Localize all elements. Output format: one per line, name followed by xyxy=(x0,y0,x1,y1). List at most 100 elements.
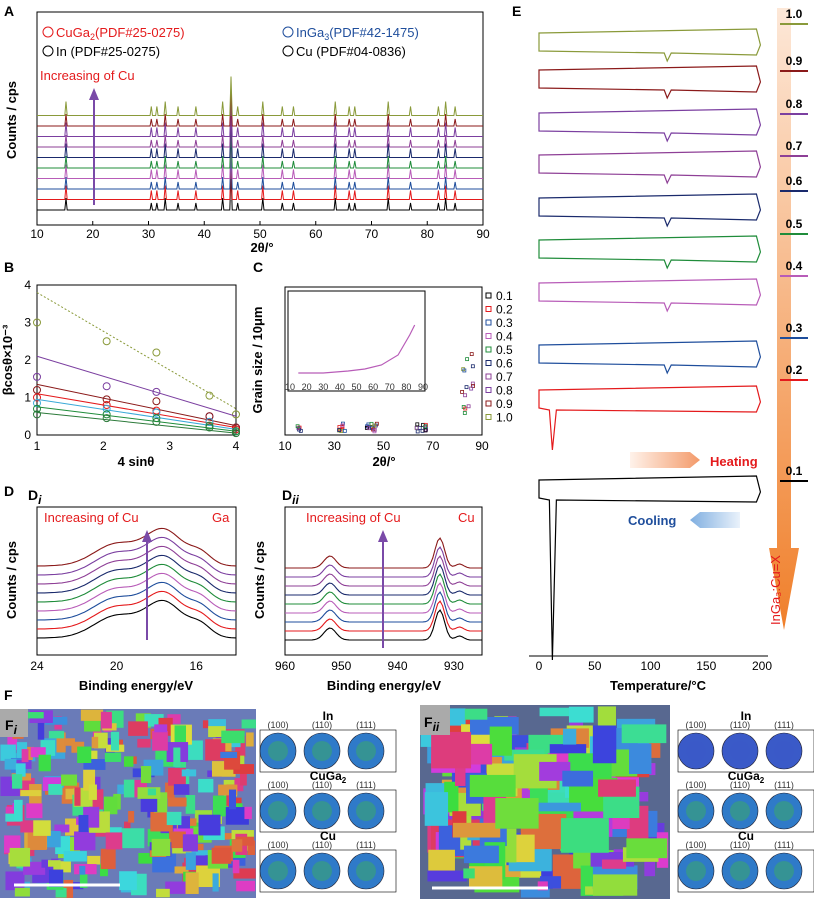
xps-ga-ylabel: Counts / cps xyxy=(4,541,19,619)
ebsd-grains-left xyxy=(0,709,256,898)
ebsd-grain xyxy=(165,881,189,894)
ratio-label: 0.1 xyxy=(786,464,803,478)
panel-d-label: D xyxy=(4,483,14,499)
wh-point xyxy=(102,410,111,419)
grain-point xyxy=(423,424,428,429)
ratio-label: 0.6 xyxy=(786,174,803,188)
grain-point xyxy=(466,404,471,409)
grain-inset-tick-label: 70 xyxy=(385,382,395,392)
dsc-tick-label: 150 xyxy=(696,659,716,673)
ebsd-grain xyxy=(154,724,168,733)
xrd-pattern xyxy=(37,118,483,158)
wh-point xyxy=(232,410,240,419)
wh-point xyxy=(205,417,214,426)
grain-inset-tick-label: 10 xyxy=(285,382,295,392)
pole-intensity xyxy=(730,861,750,881)
ebsd-grain xyxy=(88,784,97,800)
ebsd-grain xyxy=(427,870,467,882)
wh-fit-line xyxy=(36,412,237,434)
ebsd-grain xyxy=(13,799,23,822)
ebsd-grain xyxy=(83,769,96,791)
ebsd-grain xyxy=(60,861,71,873)
xrd-xlabel: 2θ/° xyxy=(250,240,273,255)
ebsd-grain xyxy=(83,759,106,770)
ebsd-grain xyxy=(152,853,177,873)
wh-point xyxy=(33,399,41,408)
ratio-label: 0.8 xyxy=(786,97,803,111)
ebsd-grain xyxy=(27,712,44,719)
ebsd-grain xyxy=(77,746,92,763)
grain-point xyxy=(414,425,419,430)
ebsd-grain xyxy=(91,736,99,749)
ebsd-grain xyxy=(221,730,245,744)
pole-header: (100) xyxy=(267,780,288,790)
xps-ga-xlabel: Binding energy/eV xyxy=(79,678,193,693)
wh-xlabel: 4 sinθ xyxy=(118,454,155,469)
xps-tick-label: 930 xyxy=(444,659,464,673)
dsc-xlabel: Temperature/°C xyxy=(610,678,707,693)
ebsd-grain xyxy=(649,738,661,758)
ratio-label: 0.9 xyxy=(786,54,803,68)
grain-point xyxy=(372,427,377,432)
wh-point xyxy=(102,404,111,413)
ebsd-grain xyxy=(121,828,145,849)
ebsd-grain xyxy=(55,887,67,898)
grain-legend-label: 0.2 xyxy=(496,303,513,317)
panel-a-label: A xyxy=(4,3,14,19)
grain-ticks: 10 30 50 70 90 10 20 30 40 50 60 70 80 90 xyxy=(278,382,489,453)
legend-in-marker xyxy=(42,45,54,57)
pole-header: (100) xyxy=(267,840,288,850)
ebsd-grain xyxy=(56,732,66,753)
xrd-tick-label: 70 xyxy=(365,227,379,241)
grain-legend-marker xyxy=(485,306,492,312)
xps-cu-ticks: 960 950 940 930 xyxy=(275,659,464,673)
grain-legend-label: 0.3 xyxy=(496,316,513,330)
grain-point xyxy=(469,386,474,391)
ebsd-grain xyxy=(185,740,203,760)
grain-xlabel: 2θ/° xyxy=(372,454,395,469)
pole-phase-label: In xyxy=(323,709,334,723)
ebsd-grain xyxy=(598,779,636,797)
xrd-tick-label: 40 xyxy=(198,227,212,241)
dsc-curve xyxy=(538,385,762,451)
ebsd-grain xyxy=(537,881,548,891)
ebsd-grain xyxy=(30,747,46,758)
xps-curve xyxy=(36,590,237,630)
cooling-arrow xyxy=(690,512,740,528)
grain-point xyxy=(463,393,468,398)
xrd-patterns xyxy=(37,76,483,211)
grain-xtick-label: 70 xyxy=(426,439,440,453)
ebsd-grain xyxy=(20,790,42,797)
legend-in: In (PDF#25-0275) xyxy=(56,44,160,59)
ebsd-grain xyxy=(592,874,638,896)
wh-point xyxy=(205,391,214,400)
pole-intensity xyxy=(312,741,332,761)
ratio-label: 0.3 xyxy=(786,321,803,335)
ebsd-grain xyxy=(140,797,158,812)
grain-point xyxy=(298,428,303,433)
xrd-pattern xyxy=(37,76,483,116)
grain-legend-marker xyxy=(485,346,492,353)
grain-point xyxy=(415,429,420,434)
ebsd-grain xyxy=(123,756,134,767)
heating-arrow xyxy=(630,452,700,468)
xps-curve xyxy=(36,527,237,567)
ebsd-grain xyxy=(169,831,186,849)
ebsd-grain xyxy=(464,708,488,720)
ebsd-grain xyxy=(231,803,243,810)
ebsd-grain xyxy=(218,784,238,796)
pole-intensity xyxy=(730,741,750,761)
ebsd-grain xyxy=(21,749,29,763)
ebsd-grain xyxy=(48,731,65,739)
legend-inga3: InGa3(PDF#42-1475) xyxy=(296,25,419,42)
pole-intensity xyxy=(686,741,706,761)
grain-legend: 0.10.20.30.40.50.60.70.80.91.0 xyxy=(485,289,513,425)
xps-cu-chart: 960 950 940 930 Increasing of Cu Cu Binding… xyxy=(252,506,483,693)
ebsd-grain xyxy=(198,778,214,793)
pole-header: (110) xyxy=(730,840,750,850)
grain-point xyxy=(462,368,467,373)
ebsd-grain xyxy=(138,852,161,864)
pole-phase-label: CuGa2 xyxy=(728,769,765,785)
xrd-tick-label: 10 xyxy=(30,227,44,241)
